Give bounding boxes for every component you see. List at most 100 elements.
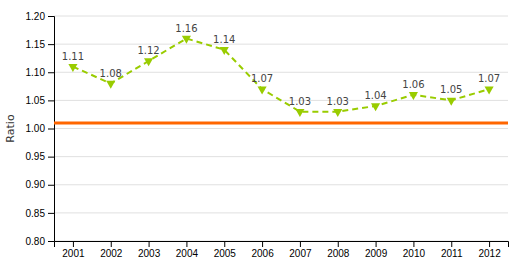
- grid-line: [54, 72, 508, 73]
- tick-label: 0.85: [26, 208, 46, 219]
- marker: [68, 64, 77, 72]
- marker: [371, 103, 380, 111]
- tick-label: 2005: [214, 248, 237, 259]
- tick-label: 0.80: [26, 236, 46, 247]
- tick: 2006: [251, 241, 274, 259]
- data-label: 1.11: [62, 51, 84, 62]
- tick-mark: [413, 241, 414, 247]
- line: [73, 39, 489, 112]
- marker: [220, 47, 229, 55]
- tick: 1.15: [26, 39, 54, 50]
- marker: [106, 81, 115, 89]
- tick-label: 1.00: [26, 123, 46, 134]
- tick-mark: [48, 16, 54, 17]
- x-axis: 2001 2002 2003 2004 2005 2006 2007 2008 2009 2010…: [55, 241, 509, 259]
- tick: 0.80: [26, 236, 54, 247]
- data-label: 1.07: [251, 73, 273, 84]
- marks: [54, 36, 508, 123]
- marker: [182, 36, 191, 44]
- marker: [295, 109, 304, 117]
- tick-mark: [338, 241, 339, 247]
- tick-mark: [48, 44, 54, 45]
- tick-label: 2006: [251, 248, 274, 259]
- tick-label: 1.05: [26, 95, 46, 106]
- tick-mark: [186, 241, 187, 247]
- tick: 2011: [441, 241, 463, 259]
- tick: 2009: [365, 241, 388, 259]
- tick: 2007: [289, 241, 312, 259]
- tick-mark: [262, 241, 263, 247]
- tick-label: 1.10: [26, 67, 46, 78]
- grid-line: [54, 128, 508, 129]
- tick: 2001: [62, 241, 85, 259]
- tick-mark: [48, 129, 54, 130]
- tick-mark: [48, 213, 54, 214]
- data-label: 1.03: [289, 96, 311, 107]
- grid-line: [54, 212, 508, 213]
- tick-label: 2002: [100, 248, 123, 259]
- data-label: 1.12: [137, 45, 159, 56]
- tick: 2002: [100, 241, 123, 259]
- marker: [144, 58, 153, 66]
- tick: 1.20: [26, 11, 54, 22]
- tick-mark: [451, 241, 452, 247]
- tick-label: 2009: [365, 248, 388, 259]
- tick-label: 2003: [138, 248, 161, 259]
- tick-mark: [48, 241, 54, 242]
- plot: 2001 2002 2003 2004 2005 2006 2007 2008 2009 2010…: [26, 11, 509, 259]
- tick-mark: [376, 241, 377, 247]
- tick: 1.10: [26, 67, 54, 78]
- tick-label: 2010: [403, 248, 426, 259]
- tick-label: 2007: [289, 248, 312, 259]
- baseline: [54, 121, 508, 124]
- tick: 2012: [478, 241, 501, 259]
- tick: 1.05: [26, 95, 54, 106]
- tick-label: 0.90: [26, 179, 46, 190]
- tick: 0.85: [26, 208, 54, 219]
- tick-label: 2011: [441, 248, 463, 259]
- grid: [54, 16, 508, 241]
- marker: [333, 109, 342, 117]
- tick: 2005: [214, 241, 237, 259]
- tick: 2008: [327, 241, 350, 259]
- data-label: 1.14: [213, 34, 235, 45]
- tick-mark: [48, 100, 54, 101]
- chart: 2001 2002 2003 2004 2005 2006 2007 2008 2009 2010…: [0, 0, 524, 267]
- marker: [485, 86, 494, 94]
- tick: 1.00: [26, 123, 54, 134]
- grid-line: [54, 44, 508, 45]
- marker: [409, 92, 418, 100]
- data-label: 1.04: [364, 90, 386, 101]
- grid-line: [54, 184, 508, 185]
- axis-line: [48, 17, 55, 242]
- tick-label: 2001: [62, 248, 85, 259]
- tick-label: 2012: [478, 248, 501, 259]
- tick-label: 1.20: [26, 11, 46, 22]
- tick-mark: [149, 241, 150, 247]
- tick-label: 1.15: [26, 39, 46, 50]
- axis-line: [55, 242, 509, 248]
- tick: 2010: [403, 241, 426, 259]
- tick-label: 2004: [176, 248, 199, 259]
- data-label: 1.03: [327, 96, 349, 107]
- tick: 2004: [176, 241, 199, 259]
- tick-mark: [300, 241, 301, 247]
- tick-mark: [48, 157, 54, 158]
- marker: [258, 86, 267, 94]
- tick: 2003: [138, 241, 161, 259]
- tick-mark: [73, 241, 74, 247]
- grid-line: [54, 16, 508, 17]
- tick-mark: [111, 241, 112, 247]
- tick-label: 2008: [327, 248, 350, 259]
- tick: 0.95: [26, 151, 54, 162]
- data-label: 1.16: [175, 23, 197, 34]
- grid-line: [54, 156, 508, 157]
- data-label: 1.06: [402, 79, 424, 90]
- data-label: 1.07: [478, 73, 500, 84]
- data-label: 1.05: [440, 84, 462, 95]
- marker: [447, 98, 456, 106]
- tick-mark: [224, 241, 225, 247]
- tick-mark: [489, 241, 490, 247]
- tick-mark: [48, 185, 54, 186]
- y-axis: 0.80 0.85 0.90 0.95 1.00 1.05 1.10 1.15 1.20: [26, 11, 55, 247]
